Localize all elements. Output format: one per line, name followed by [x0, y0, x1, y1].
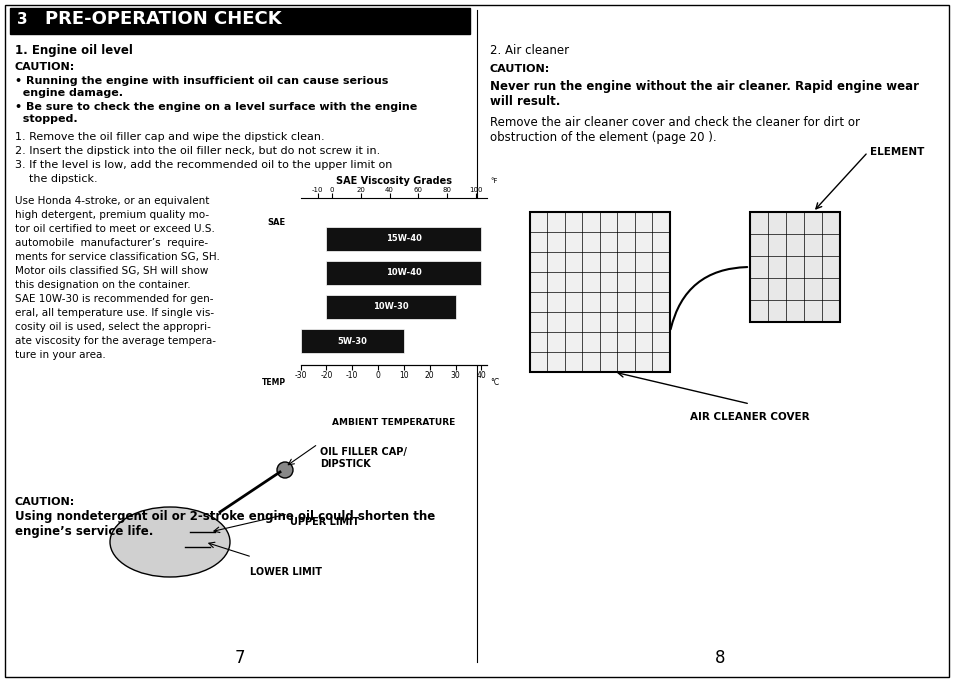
Text: 5W-30: 5W-30: [337, 336, 367, 346]
Text: 3: 3: [16, 12, 28, 27]
Text: SAE: SAE: [267, 218, 285, 227]
Bar: [12, 12, 32, 32]
Text: • Running the engine with insufficient oil can cause serious
  engine damage.: • Running the engine with insufficient o…: [15, 76, 388, 98]
Text: CAUTION:: CAUTION:: [15, 62, 75, 72]
Text: Remove the air cleaner cover and check the cleaner for dirt or
obstruction of th: Remove the air cleaner cover and check t…: [490, 116, 859, 144]
Text: 10W-40: 10W-40: [386, 268, 421, 278]
Text: TEMP: TEMP: [261, 379, 285, 387]
Text: Using nondetergent oil or 2-stroke engine oil could shorten the
engine’s service: Using nondetergent oil or 2-stroke engin…: [15, 510, 435, 538]
Bar: [326, 226, 481, 250]
Text: • Be sure to check the engine on a level surface with the engine
  stopped.: • Be sure to check the engine on a level…: [15, 102, 416, 123]
Text: 7: 7: [234, 649, 245, 667]
Text: °F: °F: [490, 179, 497, 184]
Text: AIR CLEANER COVER: AIR CLEANER COVER: [689, 412, 809, 422]
Text: 8: 8: [714, 649, 724, 667]
Bar: [530, 212, 669, 372]
Text: CAUTION:: CAUTION:: [15, 497, 75, 507]
Ellipse shape: [110, 507, 230, 577]
Text: PRE-OPERATION CHECK: PRE-OPERATION CHECK: [45, 10, 281, 28]
Text: °C: °C: [490, 379, 498, 387]
Text: UPPER LIMIT: UPPER LIMIT: [290, 517, 359, 527]
Bar: [300, 329, 403, 353]
Bar: [326, 295, 456, 318]
Text: 15W-40: 15W-40: [386, 234, 421, 243]
Bar: [10, 8, 470, 34]
Text: LOWER LIMIT: LOWER LIMIT: [250, 567, 322, 577]
Bar: [749, 212, 840, 322]
Bar: [326, 261, 481, 285]
Text: 1. Remove the oil filler cap and wipe the dipstick clean.
2. Insert the dipstick: 1. Remove the oil filler cap and wipe th…: [15, 132, 392, 184]
Text: Never run the engine without the air cleaner. Rapid engine wear
will result.: Never run the engine without the air cle…: [490, 80, 918, 108]
Text: OIL FILLER CAP/
DIPSTICK: OIL FILLER CAP/ DIPSTICK: [319, 447, 406, 469]
Text: CAUTION:: CAUTION:: [490, 64, 550, 74]
Text: Use Honda 4-stroke, or an equivalent
high detergent, premium quality mo-
tor oil: Use Honda 4-stroke, or an equivalent hig…: [15, 196, 219, 360]
Text: ELEMENT: ELEMENT: [869, 147, 923, 157]
Text: AMBIENT TEMPERATURE: AMBIENT TEMPERATURE: [332, 418, 455, 428]
Text: 2. Air cleaner: 2. Air cleaner: [490, 44, 569, 57]
Title: SAE Viscosity Grades: SAE Viscosity Grades: [335, 176, 451, 186]
Circle shape: [276, 462, 293, 478]
Text: 10W-30: 10W-30: [373, 302, 408, 312]
Text: 1. Engine oil level: 1. Engine oil level: [15, 44, 132, 57]
